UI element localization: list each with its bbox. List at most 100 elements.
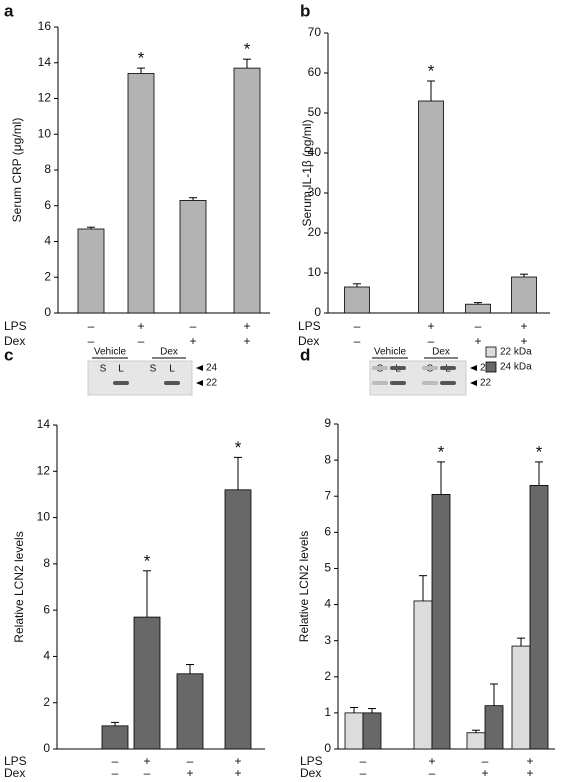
blot-group: Vehicle — [94, 347, 127, 358]
bar — [465, 303, 491, 314]
bar — [77, 228, 105, 314]
bar — [529, 484, 549, 750]
significance-star: * — [536, 442, 543, 461]
condition-sign: + — [143, 754, 150, 768]
condition-label: Dex — [4, 766, 25, 777]
condition-sign: – — [187, 754, 194, 768]
y-tick-label: 12 — [37, 463, 51, 477]
condition-sign: + — [428, 754, 435, 768]
condition-sign: – — [475, 319, 482, 333]
blot-band — [372, 366, 388, 370]
condition-sign: – — [144, 766, 151, 777]
panel-label: d — [300, 345, 310, 364]
y-tick-label: 2 — [324, 669, 331, 683]
bar — [484, 705, 504, 750]
y-tick-label: 70 — [308, 25, 322, 39]
condition-sign: + — [481, 766, 488, 777]
blot-group: Dex — [160, 347, 178, 358]
y-tick-label: 0 — [44, 305, 51, 319]
y-tick-label: 5 — [324, 561, 331, 575]
legend-label: 24 kDa — [500, 362, 532, 373]
blot-band — [113, 381, 129, 385]
marker-arrow — [196, 380, 203, 386]
bar — [431, 494, 451, 750]
blot — [87, 360, 193, 396]
condition-sign: + — [234, 754, 241, 768]
significance-star: * — [144, 551, 151, 570]
blot-band — [164, 381, 180, 385]
condition-label: LPS — [4, 319, 27, 333]
y-tick-label: 30 — [308, 185, 322, 199]
condition-sign: – — [360, 766, 367, 777]
y-tick-label: 4 — [44, 234, 51, 248]
y-axis-label: Relative LCN2 levels — [297, 531, 311, 642]
condition-label: LPS — [298, 319, 321, 333]
condition-label: LPS — [4, 754, 27, 768]
significance-star: * — [244, 40, 251, 59]
condition-sign: – — [88, 319, 95, 333]
y-tick-label: 14 — [38, 55, 52, 69]
marker-arrow — [470, 365, 477, 371]
y-tick-label: 60 — [308, 65, 322, 79]
condition-sign: + — [526, 766, 533, 777]
y-tick-label: 10 — [38, 126, 52, 140]
y-axis-label: Serum IL-1β (pg/ml) — [300, 120, 314, 227]
y-tick-label: 6 — [44, 198, 51, 212]
y-tick-label: 4 — [324, 597, 331, 611]
condition-sign: + — [186, 766, 193, 777]
bar — [224, 489, 252, 750]
bar — [101, 725, 129, 750]
condition-sign: + — [474, 334, 481, 348]
y-tick-label: 2 — [44, 269, 51, 283]
condition-sign: – — [428, 334, 435, 348]
blot-band — [390, 381, 406, 385]
y-tick-label: 40 — [308, 145, 322, 159]
condition-sign: + — [189, 334, 196, 348]
bar — [133, 616, 161, 750]
y-tick-label: 50 — [308, 105, 322, 119]
blot-band — [440, 381, 456, 385]
y-tick-label: 0 — [314, 305, 321, 319]
condition-sign: – — [354, 334, 361, 348]
y-tick-label: 0 — [43, 741, 50, 755]
blot-lane: L — [118, 364, 124, 375]
condition-sign: + — [520, 334, 527, 348]
y-tick-label: 16 — [38, 19, 52, 33]
bar — [344, 286, 370, 314]
condition-label: Dex — [298, 334, 319, 348]
condition-sign: + — [243, 319, 250, 333]
blot-band — [422, 366, 438, 370]
bar — [233, 67, 261, 314]
blot-lane: S — [150, 364, 157, 375]
y-tick-label: 20 — [308, 225, 322, 239]
blot-band — [390, 366, 406, 370]
blot-band — [440, 366, 456, 370]
marker-arrow — [470, 380, 477, 386]
bar — [344, 712, 364, 750]
condition-sign: + — [234, 766, 241, 777]
condition-sign: + — [526, 754, 533, 768]
condition-label: LPS — [300, 754, 323, 768]
condition-sign: – — [360, 754, 367, 768]
significance-star: * — [138, 49, 145, 68]
bar — [127, 73, 155, 314]
marker-arrow — [196, 365, 203, 371]
condition-label: Dex — [300, 766, 321, 777]
condition-sign: – — [88, 334, 95, 348]
bar — [466, 732, 486, 750]
bar — [176, 673, 204, 750]
y-tick-label: 14 — [37, 417, 51, 431]
bar — [511, 276, 537, 314]
bar — [413, 600, 433, 750]
condition-sign: + — [427, 319, 434, 333]
y-tick-label: 8 — [44, 162, 51, 176]
significance-star: * — [428, 61, 435, 80]
condition-label: Dex — [4, 334, 25, 348]
condition-sign: – — [482, 754, 489, 768]
marker-label: 22 — [480, 378, 492, 389]
blot — [369, 360, 467, 396]
condition-sign: – — [190, 319, 197, 333]
panel-label: b — [300, 1, 310, 20]
marker-label: 22 — [206, 378, 218, 389]
